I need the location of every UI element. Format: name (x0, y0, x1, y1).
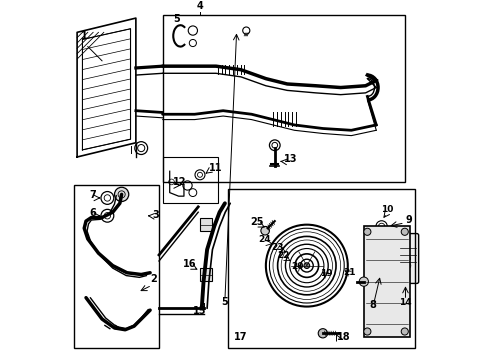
Circle shape (359, 277, 367, 286)
Circle shape (304, 263, 309, 269)
Text: 25: 25 (250, 217, 263, 227)
Text: 24: 24 (258, 235, 270, 244)
Text: 4: 4 (196, 1, 203, 11)
Text: 18: 18 (336, 332, 350, 342)
Circle shape (363, 228, 370, 235)
Text: 23: 23 (270, 243, 283, 252)
Text: 21: 21 (343, 267, 355, 276)
Bar (200, 268, 212, 281)
Text: 20: 20 (290, 262, 303, 271)
Text: 3: 3 (152, 210, 158, 220)
Text: 22: 22 (277, 252, 289, 261)
Text: 13: 13 (283, 154, 297, 164)
Circle shape (400, 328, 407, 335)
Text: 11: 11 (208, 163, 222, 173)
Bar (200, 218, 212, 231)
Text: 2: 2 (150, 274, 157, 284)
Text: 8: 8 (368, 300, 375, 310)
Circle shape (318, 329, 327, 338)
Text: 9: 9 (405, 215, 411, 225)
Bar (162, 14, 404, 182)
Bar (228, 189, 415, 347)
Bar (73, 185, 159, 347)
Text: 10: 10 (380, 205, 392, 214)
Text: 16: 16 (182, 260, 196, 269)
Text: 6: 6 (90, 208, 96, 218)
Circle shape (114, 187, 128, 202)
Text: 15: 15 (193, 306, 206, 316)
Bar (363, 226, 409, 337)
FancyBboxPatch shape (396, 234, 418, 283)
Circle shape (261, 226, 269, 235)
Bar (366, 243, 397, 315)
Text: 7: 7 (90, 190, 96, 200)
Text: 17: 17 (233, 332, 247, 342)
Text: 12: 12 (173, 177, 186, 188)
Text: 14: 14 (398, 298, 411, 307)
Text: 19: 19 (320, 269, 332, 278)
Bar (162, 157, 217, 203)
Circle shape (400, 228, 407, 235)
Text: 5: 5 (221, 297, 228, 307)
Text: 1: 1 (81, 31, 87, 41)
Text: 5: 5 (173, 14, 180, 24)
Circle shape (363, 328, 370, 335)
